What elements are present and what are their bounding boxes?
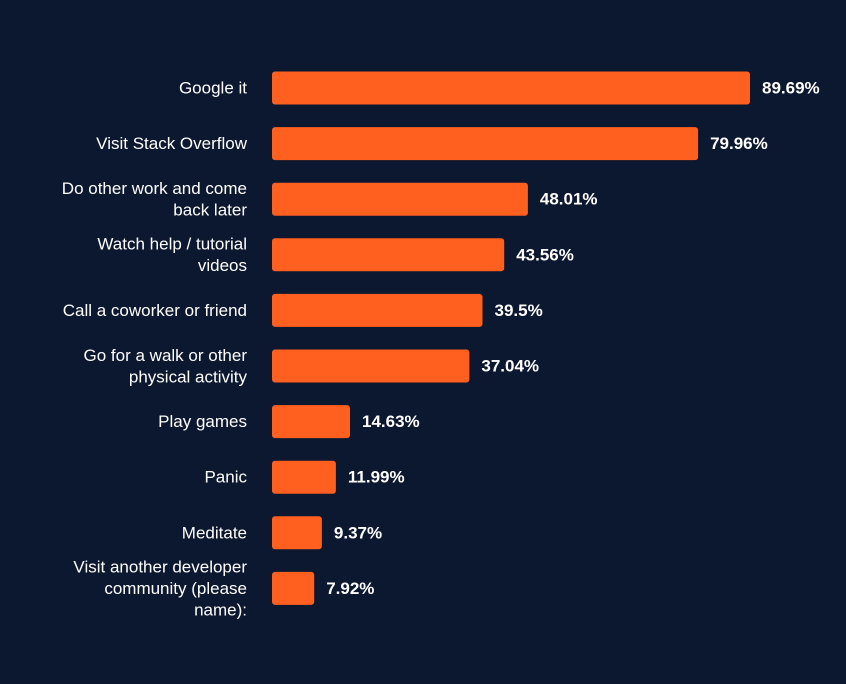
value-label-1: 89.69% [762,79,820,98]
category-label-line: Google it [179,79,247,98]
category-label-7: Play games [158,412,247,431]
category-labels: Google it Visit Stack Overflow Do other wo… [62,79,248,620]
category-label-2: Visit Stack Overflow [96,134,248,153]
category-label-10: Visit another developer community (please… [73,557,247,619]
bar-1 [272,71,750,105]
category-label-line: Play games [158,412,247,431]
value-label-9: 9.37% [334,523,382,542]
category-label-line: Go for a walk or other [84,346,248,365]
category-label-5: Call a coworker or friend [63,301,247,320]
category-label-9: Meditate [182,523,247,542]
bar-8 [272,460,336,494]
category-label-8: Panic [204,468,247,487]
value-label-3: 48.01% [540,190,598,209]
value-labels: 89.69% 79.96% 48.01% 43.56% 39.5% 37.04% 14.63… [326,79,819,598]
bars-layer [272,71,750,605]
bar-2 [272,127,699,161]
category-label-line: Meditate [182,523,247,542]
category-label-line: Do other work and come [62,179,247,198]
category-label-line: videos [198,256,247,275]
bar-4 [272,238,505,272]
bar-9 [272,516,322,550]
value-label-2: 79.96% [710,134,768,153]
value-label-8: 11.99% [348,468,405,487]
bar-7 [272,405,350,439]
value-label-10: 7.92% [326,579,374,598]
category-label-line: community (please [104,579,247,598]
bar-6 [272,349,470,383]
bar-10 [272,571,315,605]
value-label-6: 37.04% [481,357,539,376]
category-label-line: Call a coworker or friend [63,301,247,320]
category-label-3: Do other work and come back later [62,179,248,220]
bar-3 [272,182,528,216]
category-label-1: Google it [179,79,247,98]
category-label-line: Visit Stack Overflow [96,134,248,153]
category-label-line: Watch help / tutorial [97,235,247,254]
value-label-4: 43.56% [516,245,574,264]
category-label-6: Go for a walk or other physical activity [84,346,248,387]
category-label-line: Panic [204,468,247,487]
category-label-line: name): [194,600,247,619]
category-label-line: Visit another developer [73,557,247,576]
category-label-4: Watch help / tutorial videos [97,235,247,276]
value-label-7: 14.63% [362,412,420,431]
category-label-line: physical activity [129,367,248,386]
category-label-line: back later [173,200,247,219]
bar-5 [272,293,483,327]
value-label-5: 39.5% [495,301,543,320]
